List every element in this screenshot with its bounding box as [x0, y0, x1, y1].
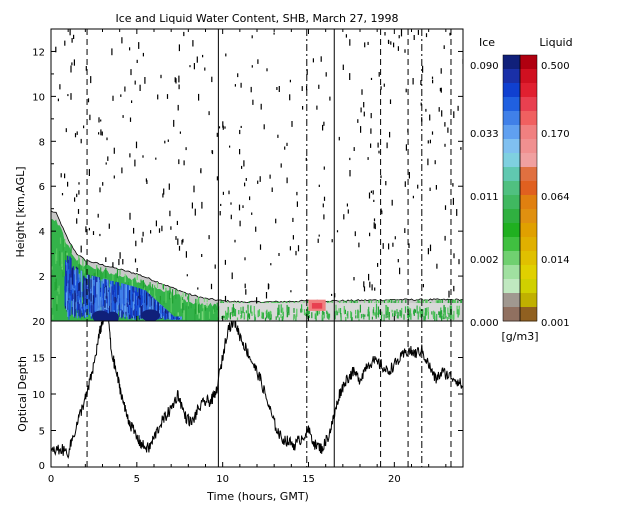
colorbar-ice-swatch	[503, 153, 520, 168]
optical-depth-panel-frame	[50, 320, 464, 468]
ice-dense-patch	[92, 310, 110, 321]
x-tick-label: 5	[134, 474, 140, 485]
colorbar-ice-swatch	[503, 97, 520, 112]
colorbar-liquid-swatch	[520, 209, 537, 224]
x-tick-label: 10	[216, 474, 229, 485]
colorbar-liquid-tick-label: 0.001	[541, 318, 570, 329]
colorbar-liquid-swatch	[520, 139, 537, 154]
colorbar-liquid-swatch	[520, 55, 537, 70]
colorbar-ice-tick-label: 0.000	[470, 318, 499, 329]
colorbar-liquid-label: Liquid	[539, 36, 572, 49]
colorbar-liquid-swatch	[520, 223, 537, 238]
colorbar-ice-swatch	[503, 251, 520, 266]
lwc-y-tick-label: 8	[39, 137, 45, 148]
colorbar-ice-swatch	[503, 111, 520, 126]
low-cloud-band	[219, 303, 463, 321]
colorbar-liquid-tick-label: 0.064	[541, 192, 570, 203]
colorbar-ice-swatch	[503, 55, 520, 70]
colorbar-ice-tick-label: 0.011	[470, 192, 499, 203]
chart-title: Ice and Liquid Water Content, SHB, March…	[116, 12, 399, 25]
colorbar-liquid-swatch	[520, 279, 537, 294]
optical-depth-y-axis-label: Optical Depth	[16, 356, 29, 432]
x-tick-label: 15	[302, 474, 315, 485]
colorbar-liquid-swatch	[520, 125, 537, 140]
lwc-y-tick-label: 6	[39, 182, 45, 193]
colorbar-liquid-swatch	[520, 195, 537, 210]
colorbar-liquid-scale	[520, 55, 537, 322]
lwc-y-axis-label: Height [km,AGL]	[14, 166, 27, 257]
optical-depth-y-tick-label: 20	[32, 317, 45, 328]
colorbar-liquid-swatch	[520, 97, 537, 112]
colorbar-ice-swatch	[503, 307, 520, 322]
colorbar-ice-swatch	[503, 125, 520, 140]
optical-depth-y-tick-label: 5	[39, 427, 45, 438]
colorbar-liquid-swatch	[520, 83, 537, 98]
colorbar-tick-labels: 0.090 0.033 0.011 0.002 0.000 0.500 0.170 0.064…	[470, 61, 570, 329]
colorbar-ice-swatch	[503, 265, 520, 280]
colorbar-ice-tick-label: 0.002	[470, 255, 499, 266]
colorbar-liquid-tick-label: 0.500	[541, 61, 570, 72]
optical-depth-content	[51, 321, 463, 467]
optical-depth-y-tick-label: 15	[32, 354, 45, 365]
lwc-y-tick-label: 10	[32, 92, 45, 103]
colorbar-liquid-swatch	[520, 307, 537, 322]
colorbar-liquid-tick-label: 0.014	[541, 255, 570, 266]
colorbar-ice-swatch	[503, 139, 520, 154]
colorbar-ice-tick-label: 0.033	[470, 129, 499, 140]
colorbar-ice-swatch	[503, 209, 520, 224]
colorbar: Ice Liquid 0.090 0.033 0.011 0.002 0.000 0.50…	[470, 36, 573, 343]
colorbar-ice-swatch	[503, 69, 520, 84]
colorbar-ice-scale	[503, 55, 520, 322]
lwc-y-tick-label: 2	[39, 272, 45, 283]
optical-depth-panel: 0 5 10 15 20 0 5 10 15 20 Optical Depth Time (hou…	[16, 29, 464, 503]
colorbar-ice-swatch	[503, 167, 520, 182]
colorbar-ice-swatch	[503, 83, 520, 98]
optical-depth-y-tick-label: 0	[39, 461, 45, 472]
colorbar-liquid-swatch	[520, 167, 537, 182]
x-tick-label: 0	[48, 474, 54, 485]
lwc-y-tick-label: 12	[32, 47, 45, 58]
colorbar-ice-swatch	[503, 237, 520, 252]
colorbar-ice-swatch	[503, 293, 520, 308]
colorbar-ice-swatch	[503, 181, 520, 196]
colorbar-liquid-swatch	[520, 293, 537, 308]
optical-depth-y-tick-label: 10	[32, 390, 45, 401]
colorbar-liquid-swatch	[520, 251, 537, 266]
colorbar-liquid-swatch	[520, 69, 537, 84]
liquid-water-core	[311, 303, 323, 309]
x-tick-label: 20	[388, 474, 401, 485]
colorbar-ice-swatch	[503, 195, 520, 210]
optical-depth-ticks: 0 5 10 15 20 0 5 10 15 20	[32, 29, 463, 485]
ice-dense-patch	[106, 311, 119, 321]
colorbar-liquid-swatch	[520, 111, 537, 126]
lwc-y-tick-label: 4	[39, 227, 45, 238]
lwc-panel: 2 4 6 8 10 12 Height [km,AGL]	[14, 28, 464, 322]
lwc-y-ticks: 2 4 6 8 10 12	[32, 28, 463, 321]
heatmap-content	[51, 29, 463, 321]
colorbar-ice-label: Ice	[479, 36, 495, 49]
colorbar-liquid-frame	[519, 54, 538, 322]
x-axis-label: Time (hours, GMT)	[206, 490, 309, 503]
colorbar-liquid-swatch	[520, 153, 537, 168]
ice-dense-patch	[141, 309, 161, 321]
colorbar-ice-tick-label: 0.090	[470, 61, 499, 72]
colorbar-liquid-swatch	[520, 265, 537, 280]
colorbar-liquid-swatch	[520, 237, 537, 252]
colorbar-liquid-tick-label: 0.170	[541, 129, 570, 140]
colorbar-ice-swatch	[503, 223, 520, 238]
optical-depth-series-line	[51, 321, 463, 460]
colorbar-liquid-swatch	[520, 181, 537, 196]
colorbar-ice-swatch	[503, 279, 520, 294]
colorbar-units: [g/m3]	[502, 330, 539, 343]
